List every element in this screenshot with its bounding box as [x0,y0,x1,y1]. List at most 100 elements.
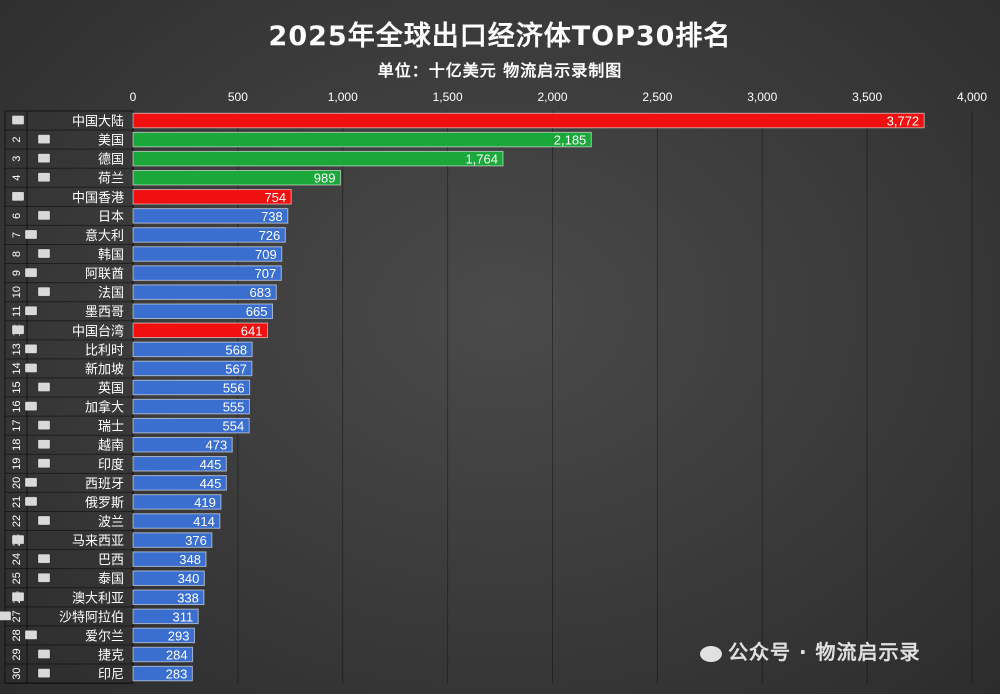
flag-icon [37,172,51,182]
flag-icon [24,630,38,640]
value-label: 445 [200,457,222,472]
value-label: 567 [225,361,247,376]
country-label: 英国 [98,382,124,397]
flag-icon [24,477,38,488]
flag-icon [24,229,38,240]
country-label: 马来西亚 [72,534,124,549]
country-label: 中国大陆 [72,114,124,130]
rank-label: 4 [11,175,23,181]
value-label: 283 [166,667,188,682]
country-label: 澳大利亚 [72,590,124,606]
bar [132,227,286,243]
rank-label: 9 [11,270,23,276]
rank-label: 22 [11,515,23,527]
bar [132,322,268,339]
rank-label: 2 [11,137,23,143]
x-tick-label: 0 [130,90,137,104]
watermark: 公众号 · 物流启示录 [700,636,921,665]
country-label: 比利时 [85,343,124,358]
value-label: 556 [223,381,245,396]
x-tick-label: 2,000 [537,90,567,104]
country-label: 中国香港 [72,191,124,206]
bar [132,589,205,606]
value-label: 419 [194,495,216,510]
watermark-text: 公众号 · 物流启示录 [728,640,921,664]
bar [132,265,282,281]
bar [132,417,250,434]
value-label: 473 [206,438,228,453]
x-tick-label: 4,000 [957,90,987,104]
flag-icon [37,458,51,469]
x-tick-label: 3,500 [852,90,882,104]
flag-icon [11,592,25,602]
country-label: 西班牙 [85,477,124,492]
value-label: 726 [259,228,281,243]
flag-icon [37,572,51,583]
value-label: 568 [225,342,247,357]
country-label: 越南 [98,438,124,454]
bar [132,398,250,415]
value-label: 311 [172,609,193,624]
bar [132,303,273,319]
value-label: 709 [255,247,277,262]
country-label: 韩国 [98,248,124,263]
flag-icon [11,191,25,202]
flag-icon [11,534,25,545]
bar [132,360,253,377]
x-tick-label: 1,000 [328,90,358,104]
country-label: 墨西哥 [85,305,124,320]
bar [132,475,227,491]
rank-label: 11 [11,306,23,317]
value-label: 738 [261,209,283,224]
flag-icon [24,363,38,373]
country-label: 法国 [98,286,124,301]
value-label: 445 [200,476,222,491]
rank-label: 19 [11,458,23,470]
country-label: 泰国 [98,572,124,587]
bar [132,150,504,167]
flag-icon [37,134,51,144]
country-label: 印尼 [98,668,124,683]
value-label: 348 [179,552,201,567]
country-label: 俄罗斯 [85,496,124,511]
country-label: 意大利 [85,228,124,244]
wechat-icon [700,645,722,662]
x-tick-label: 1,500 [433,90,463,104]
value-label: 376 [185,533,207,548]
flag-icon [37,210,51,221]
flag-icon [37,153,51,163]
bar [132,494,222,510]
country-label: 荷兰 [98,172,124,187]
rank-label: 25 [11,572,23,584]
country-label: 爱尔兰 [85,629,124,644]
value-label: 414 [193,514,215,529]
flag-icon [0,611,12,621]
rank-label: 7 [11,232,23,238]
flag-icon [24,496,38,507]
value-label: 3,772 [887,114,920,129]
bar [132,532,213,548]
x-tick-label: 500 [228,90,248,104]
bar [132,570,205,586]
rank-label: 20 [11,477,23,489]
flag-icon [37,286,51,297]
bar [132,131,592,148]
rank-label: 6 [11,213,23,219]
bar [132,189,292,205]
rank-label: 18 [11,439,23,451]
country-label: 德国 [98,153,124,168]
flag-icon [24,344,38,354]
rank-label: 15 [11,381,23,393]
country-label: 日本 [98,210,124,225]
flag-icon [24,401,38,411]
value-label: 989 [314,171,336,186]
rank-table-frame [4,110,134,684]
rank-label: 3 [11,156,23,162]
rank-label: 13 [11,343,23,355]
country-label: 加拿大 [85,400,124,416]
country-label: 捷克 [98,648,124,663]
flag-icon [37,668,51,678]
bar [132,456,227,472]
bar [132,627,195,644]
bar [132,551,207,567]
